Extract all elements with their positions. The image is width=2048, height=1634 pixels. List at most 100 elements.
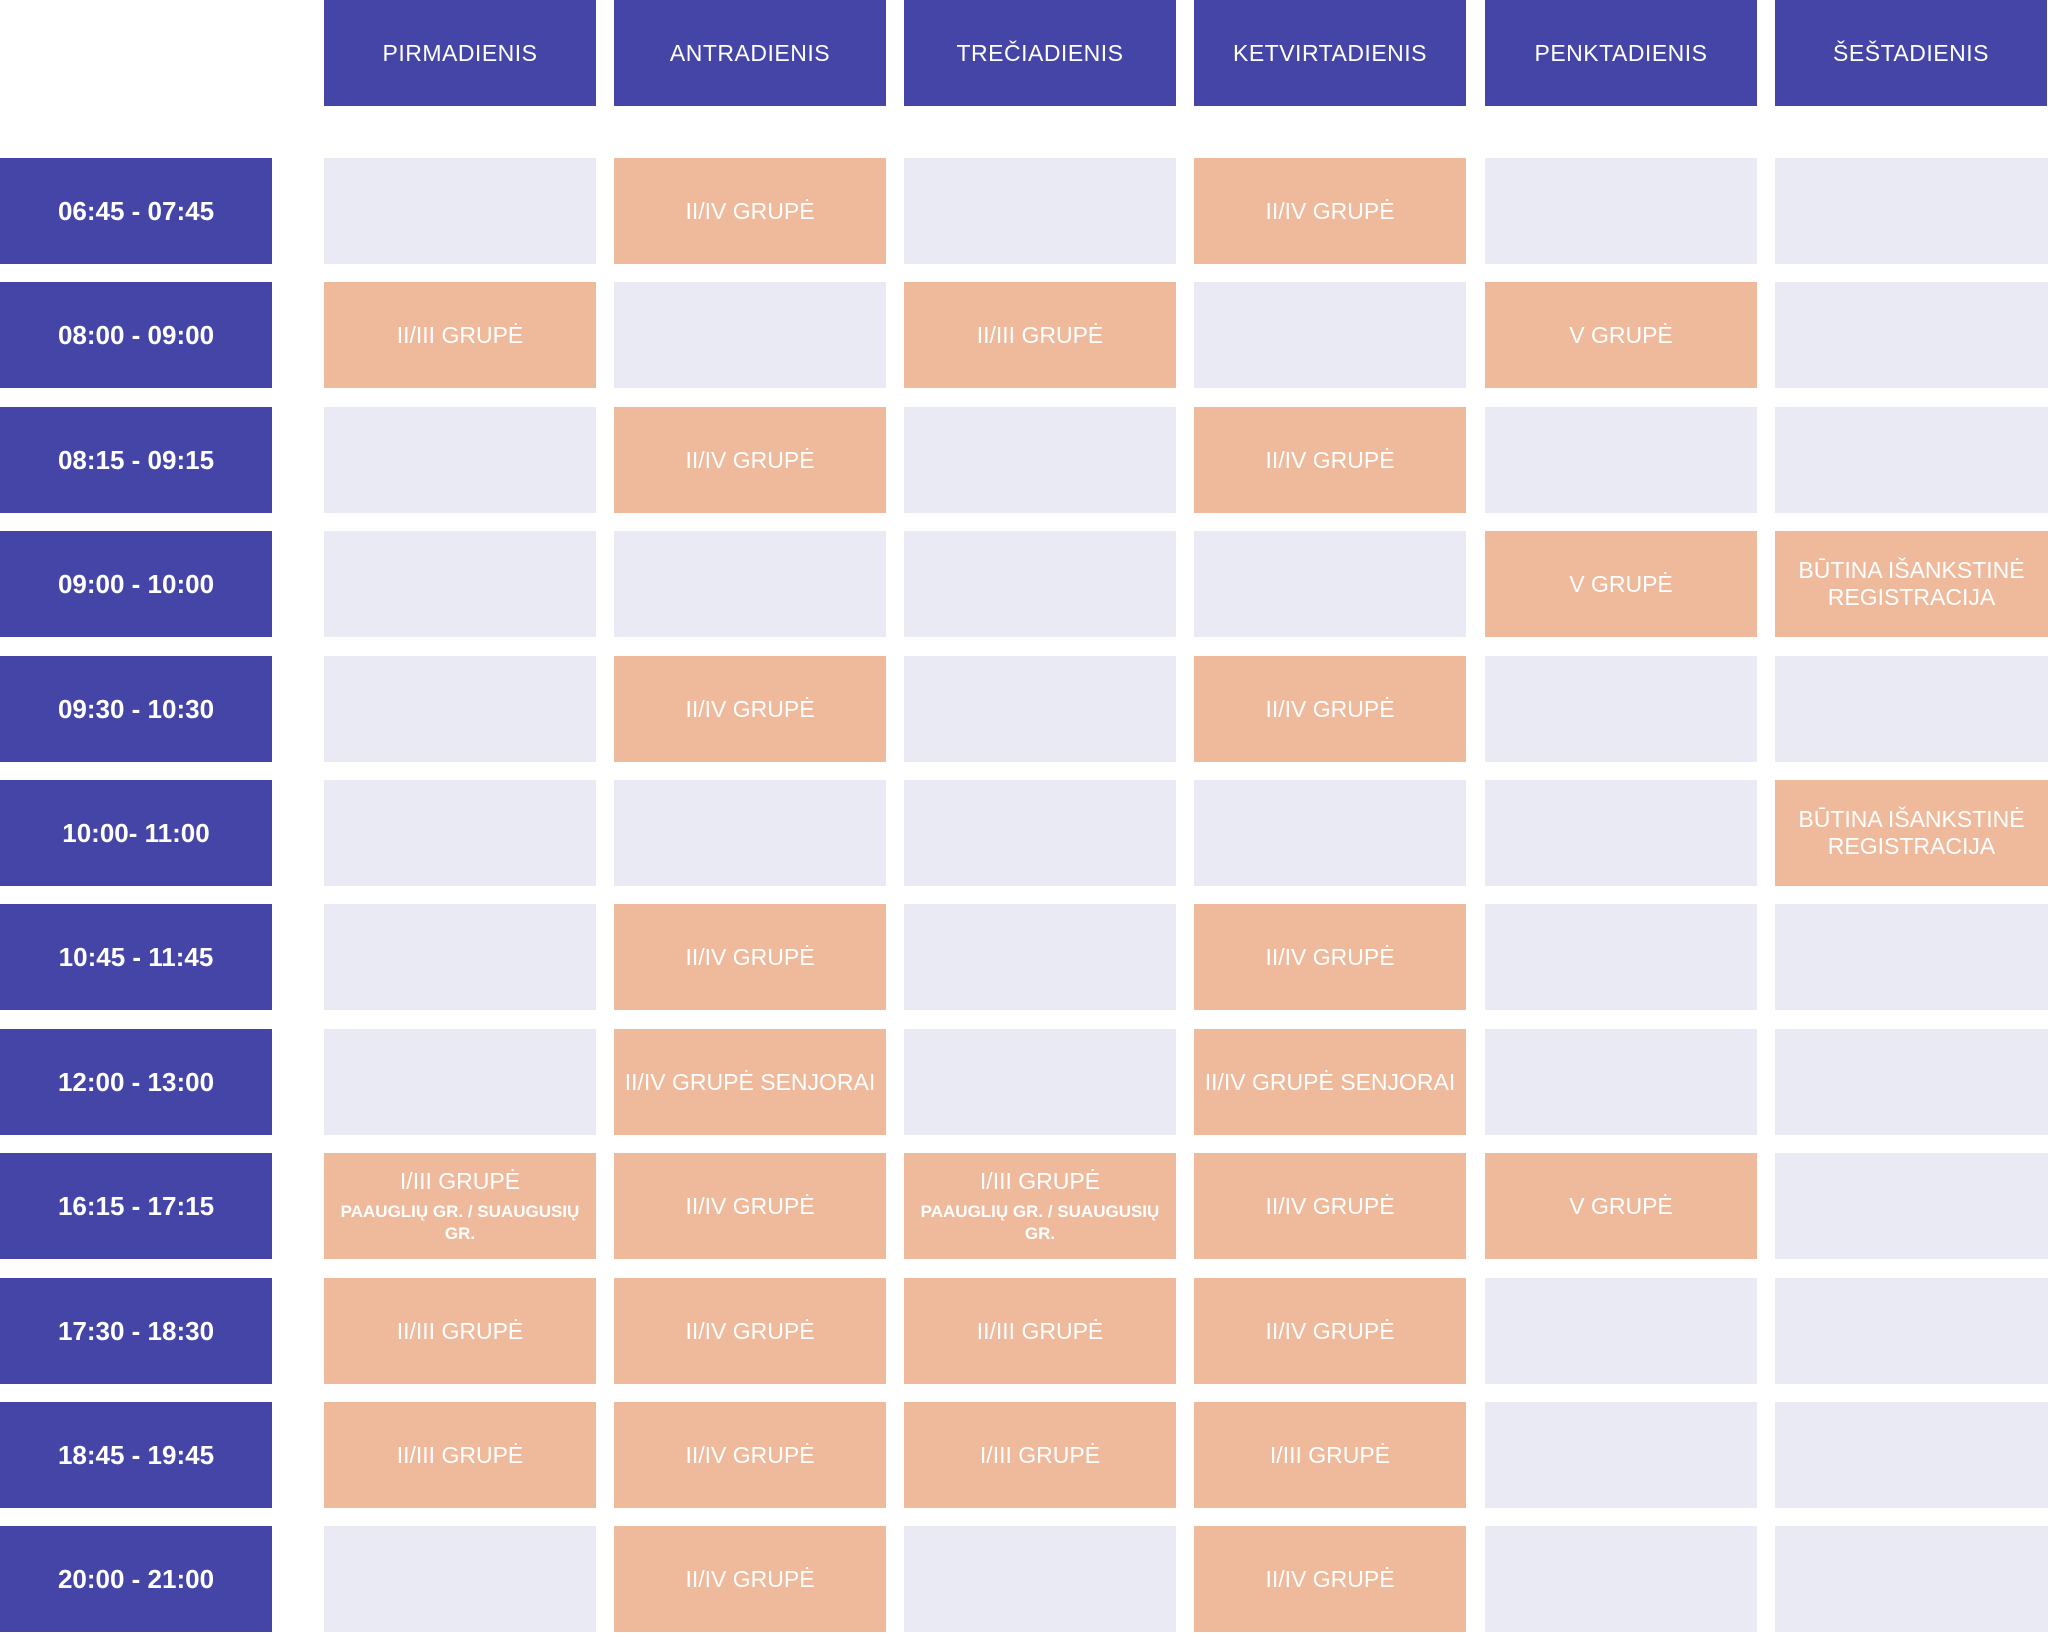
class-label: I/III GRUPĖ [979,1441,1101,1468]
class-slot[interactable]: II/IV GRUPĖ [614,904,886,1010]
day-header: TREČIADIENIS [904,0,1176,106]
day-header: ANTRADIENIS [614,0,886,106]
class-slot[interactable]: II/IV GRUPĖ [1194,904,1466,1010]
class-slot[interactable]: II/III GRUPĖ [324,282,596,388]
empty-slot [1194,282,1466,388]
empty-slot [1775,904,2048,1010]
empty-slot [1194,531,1466,637]
class-label: II/IV GRUPĖ [1265,1317,1395,1344]
time-slot-label: 10:00- 11:00 [0,780,272,886]
class-label: II/III GRUPĖ [976,1317,1104,1344]
class-sublabel: PAAUGLIŲ GR. / SUAUGUSIŲ GR. [340,1201,580,1243]
class-label: V GRUPĖ [1569,570,1673,597]
class-slot[interactable]: I/III GRUPĖ [904,1402,1176,1508]
class-slot[interactable]: II/III GRUPĖ [324,1278,596,1384]
day-header: PENKTADIENIS [1485,0,1757,106]
empty-slot [324,158,596,264]
time-slot-label: 08:15 - 09:15 [0,407,272,513]
empty-slot [614,780,886,886]
time-slot-label: 06:45 - 07:45 [0,158,272,264]
empty-slot [1485,1402,1757,1508]
class-label: II/IV GRUPĖ [1265,446,1395,473]
class-sublabel: PAAUGLIŲ GR. / SUAUGUSIŲ GR. [920,1201,1160,1243]
class-slot[interactable]: II/IV GRUPĖ [614,407,886,513]
empty-slot [1775,1153,2048,1259]
class-label: II/III GRUPĖ [396,321,524,348]
empty-slot [904,904,1176,1010]
empty-slot [1485,780,1757,886]
time-slot-label: 09:30 - 10:30 [0,656,272,762]
class-slot[interactable]: II/IV GRUPĖ [614,1402,886,1508]
empty-slot [1194,780,1466,886]
empty-slot [904,531,1176,637]
class-slot[interactable]: II/IV GRUPĖ SENJORAI [1194,1029,1466,1135]
class-slot[interactable]: BŪTINA IŠANKSTINĖ REGISTRACIJA [1775,531,2048,637]
empty-slot [1775,1278,2048,1384]
class-slot[interactable]: II/IV GRUPĖ [614,656,886,762]
class-label: BŪTINA IŠANKSTINĖ REGISTRACIJA [1798,557,2025,610]
empty-slot [1775,1402,2048,1508]
time-slot-label: 16:15 - 17:15 [0,1153,272,1259]
class-slot[interactable]: I/III GRUPĖ PAAUGLIŲ GR. / SUAUGUSIŲ GR. [324,1153,596,1259]
class-slot[interactable]: II/IV GRUPĖ [614,1153,886,1259]
class-slot[interactable]: II/III GRUPĖ [904,282,1176,388]
empty-slot [324,531,596,637]
empty-slot [904,1029,1176,1135]
class-slot[interactable]: II/IV GRUPĖ [1194,407,1466,513]
empty-slot [324,904,596,1010]
class-label: II/IV GRUPĖ [685,1192,815,1219]
class-slot[interactable]: II/III GRUPĖ [904,1278,1176,1384]
class-slot[interactable]: I/III GRUPĖ PAAUGLIŲ GR. / SUAUGUSIŲ GR. [904,1153,1176,1259]
class-label: II/III GRUPĖ [396,1317,524,1344]
class-slot[interactable]: II/IV GRUPĖ SENJORAI [614,1029,886,1135]
day-header: KETVIRTADIENIS [1194,0,1466,106]
class-label: II/IV GRUPĖ [685,1565,815,1592]
class-slot[interactable]: II/IV GRUPĖ [1194,1278,1466,1384]
empty-slot [1485,1526,1757,1632]
class-label: II/IV GRUPĖ [685,1317,815,1344]
class-label: I/III GRUPĖ [1269,1441,1391,1468]
class-label: II/IV GRUPĖ [1265,695,1395,722]
class-label: V GRUPĖ [1569,1192,1673,1219]
class-slot[interactable]: II/IV GRUPĖ [1194,1526,1466,1632]
class-label: BŪTINA IŠANKSTINĖ REGISTRACIJA [1798,806,2025,859]
empty-slot [1775,656,2048,762]
empty-slot [1485,1278,1757,1384]
class-label: II/IV GRUPĖ SENJORAI [624,1068,876,1095]
class-slot[interactable]: II/III GRUPĖ [324,1402,596,1508]
day-header: ŠEŠTADIENIS [1775,0,2047,106]
empty-slot [1775,1526,2048,1632]
class-slot[interactable]: II/IV GRUPĖ [1194,656,1466,762]
class-slot[interactable]: V GRUPĖ [1485,531,1757,637]
class-slot[interactable]: BŪTINA IŠANKSTINĖ REGISTRACIJA [1775,780,2048,886]
time-slot-label: 09:00 - 10:00 [0,531,272,637]
class-slot[interactable]: V GRUPĖ [1485,1153,1757,1259]
class-slot[interactable]: II/IV GRUPĖ [614,1278,886,1384]
empty-slot [324,407,596,513]
empty-slot [324,1029,596,1135]
empty-slot [614,531,886,637]
empty-slot [1485,407,1757,513]
class-label: II/III GRUPĖ [396,1441,524,1468]
class-label: II/IV GRUPĖ [685,943,815,970]
class-slot[interactable]: V GRUPĖ [1485,282,1757,388]
class-slot[interactable]: I/III GRUPĖ [1194,1402,1466,1508]
time-slot-label: 12:00 - 13:00 [0,1029,272,1135]
class-label: II/IV GRUPĖ [685,1441,815,1468]
class-slot[interactable]: II/IV GRUPĖ [614,158,886,264]
empty-slot [1485,656,1757,762]
class-label: I/III GRUPĖ [979,1167,1101,1194]
time-slot-label: 08:00 - 09:00 [0,282,272,388]
empty-slot [324,1526,596,1632]
empty-slot [324,656,596,762]
class-slot[interactable]: II/IV GRUPĖ [1194,1153,1466,1259]
empty-slot [1775,282,2048,388]
class-label: I/III GRUPĖ [399,1167,521,1194]
class-label: II/IV GRUPĖ [1265,943,1395,970]
empty-slot [614,282,886,388]
time-slot-label: 18:45 - 19:45 [0,1402,272,1508]
class-label: II/IV GRUPĖ SENJORAI [1204,1068,1456,1095]
class-slot[interactable]: II/IV GRUPĖ [614,1526,886,1632]
class-slot[interactable]: II/IV GRUPĖ [1194,158,1466,264]
